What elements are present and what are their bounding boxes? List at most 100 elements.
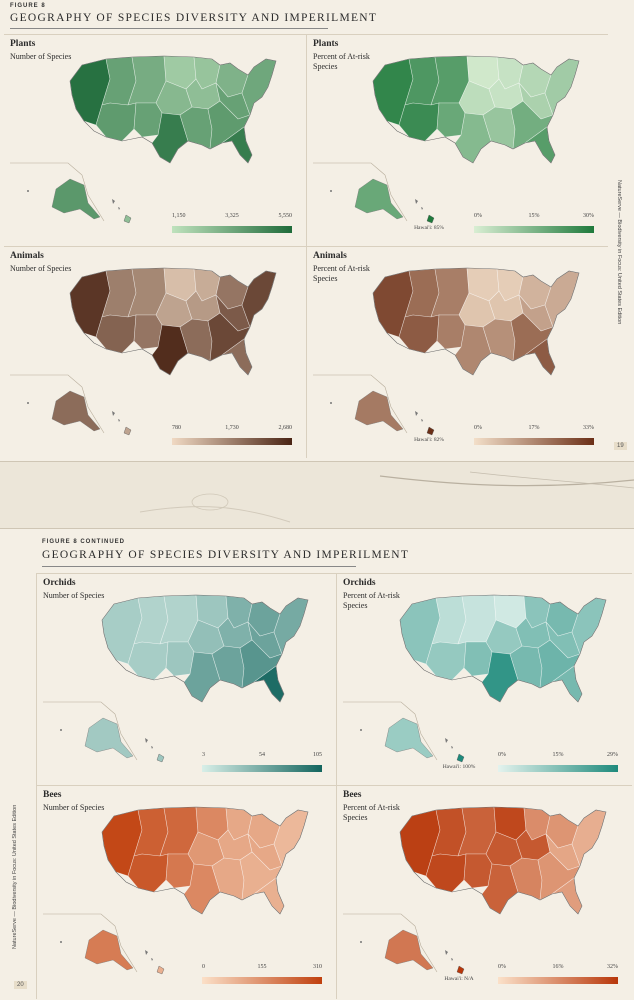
color-legend: 0% 15% 29% — [498, 752, 618, 776]
panel-title: Plants — [313, 39, 339, 49]
color-legend: 0 155 310 — [202, 964, 322, 988]
legend-gradient-bar — [474, 438, 594, 445]
alaska-hawaii-inset — [343, 913, 465, 975]
panel-subtitle: Number of Species — [10, 264, 72, 273]
state-region — [133, 102, 163, 138]
state-region — [133, 314, 163, 350]
alaska-hawaii-inset — [43, 701, 165, 763]
alaska-hawaii-inset — [313, 374, 435, 436]
panel-subtitle: Number of Species — [43, 591, 105, 600]
hawaii-note: Hawai'i: 100% — [442, 764, 476, 770]
panel-title: Bees — [43, 790, 62, 800]
color-legend: 0% 17% 33% — [474, 425, 594, 449]
panel-bees-percent: Bees Percent of At-risk Species Hawai'i: N… — [336, 785, 632, 999]
legend-gradient-bar — [202, 977, 322, 984]
legend-tick-label: 30% — [583, 213, 594, 219]
figure-label: FIGURE 8 — [10, 3, 46, 9]
us-choropleth-map — [101, 594, 309, 703]
page-number: 19 — [614, 442, 627, 450]
us-choropleth-map — [372, 55, 580, 164]
us-outline — [101, 806, 309, 915]
legend-tick-label: 0% — [474, 213, 482, 219]
legend-tick-label: 5,550 — [278, 213, 293, 219]
legend-tick-label: 780 — [172, 425, 181, 431]
color-legend: 0% 16% 32% — [498, 964, 618, 988]
panel-title: Bees — [343, 790, 362, 800]
alaska-hawaii-inset — [43, 913, 165, 975]
legend-gradient-bar — [498, 765, 618, 772]
legend-tick-label: 0% — [498, 964, 506, 970]
panel-subtitle: Percent of At-risk Species — [343, 803, 400, 822]
color-legend: 3 54 105 — [202, 752, 322, 776]
figure-title: GEOGRAPHY OF SPECIES DIVERSITY AND IMPER… — [42, 549, 410, 561]
legend-tick-label: 0% — [474, 425, 482, 431]
us-outline — [101, 594, 309, 703]
state-region — [463, 853, 493, 889]
botanical-illustration — [139, 471, 634, 523]
panel-subtitle: Percent of At-risk Species — [313, 264, 370, 283]
legend-tick-label: 15% — [552, 752, 564, 758]
page-gap — [0, 462, 634, 528]
us-choropleth-map — [69, 267, 277, 376]
us-choropleth-map — [372, 267, 580, 376]
panel-title: Orchids — [43, 578, 76, 588]
legend-tick-label: 2,680 — [278, 425, 293, 431]
state-region — [241, 270, 277, 328]
legend-tick-label: 32% — [607, 964, 618, 970]
panel-plants-percent: Plants Percent of At-risk Species Hawai'i:… — [306, 34, 608, 246]
panel-bees-number: Bees Number of Species 0 155 310 — [36, 785, 336, 999]
state-region — [436, 102, 466, 138]
state-region — [571, 809, 607, 867]
color-legend: 1,150 3,325 5,550 — [172, 213, 292, 237]
us-outline — [399, 594, 607, 703]
hawaii-note: Hawai'i: 82% — [414, 437, 444, 443]
figure-label: FIGURE 8 CONTINUED — [42, 539, 126, 545]
legend-gradient-bar — [202, 765, 322, 772]
state-region — [165, 853, 195, 889]
panel-subtitle: Number of Species — [10, 52, 72, 61]
panel-orchids-number: Orchids Number of Species 3 54 105 — [36, 573, 336, 785]
legend-tick-label: 3,325 — [225, 213, 239, 219]
panel-title: Orchids — [343, 578, 376, 588]
hawaii-note: Hawai'i: 85% — [414, 225, 444, 231]
color-legend: 780 1,730 2,680 — [172, 425, 292, 449]
legend-gradient-bar — [498, 977, 618, 984]
panel-subtitle: Percent of At-risk Species — [313, 52, 370, 71]
alaska-hawaii-inset — [10, 162, 132, 224]
panel-title: Animals — [10, 251, 44, 261]
legend-tick-label: 0 — [202, 964, 205, 970]
legend-tick-label: 105 — [313, 752, 322, 758]
hawaii-note: Hawai'i: N/A — [444, 976, 474, 982]
legend-tick-label: 33% — [583, 425, 594, 431]
state-region — [273, 597, 309, 655]
us-choropleth-map — [69, 55, 277, 164]
legend-gradient-bar — [172, 226, 292, 233]
legend-tick-label: 15% — [528, 213, 540, 219]
us-choropleth-map — [101, 806, 309, 915]
alaska-hawaii-inset — [10, 374, 132, 436]
color-legend: 0% 15% 30% — [474, 213, 594, 237]
legend-tick-label: 3 — [202, 752, 205, 758]
state-region — [241, 58, 277, 116]
legend-tick-label: 16% — [552, 964, 564, 970]
panel-title: Animals — [313, 251, 347, 261]
legend-gradient-bar — [474, 226, 594, 233]
us-outline — [69, 267, 277, 376]
us-outline — [372, 267, 580, 376]
us-outline — [372, 55, 580, 164]
panel-plants-number: Plants Number of Species 1,150 3,325 5,550 — [4, 34, 306, 246]
state-region — [544, 58, 580, 116]
figure-title: GEOGRAPHY OF SPECIES DIVERSITY AND IMPER… — [10, 12, 378, 24]
alaska-hawaii-inset — [343, 701, 465, 763]
panel-title: Plants — [10, 39, 36, 49]
legend-tick-label: 310 — [313, 964, 322, 970]
panel-animals-percent: Animals Percent of At-risk Species Hawai'i… — [306, 246, 608, 458]
side-running-head: NatureServe — Biodiversity in Focus: Uni… — [616, 180, 622, 325]
state-region — [165, 641, 195, 677]
title-rule — [42, 566, 356, 567]
panel-subtitle: Number of Species — [43, 803, 105, 812]
legend-tick-label: 1,150 — [172, 213, 186, 219]
panel-orchids-percent: Orchids Percent of At-risk Species Hawai'i… — [336, 573, 632, 785]
state-region — [273, 809, 309, 867]
us-outline — [69, 55, 277, 164]
